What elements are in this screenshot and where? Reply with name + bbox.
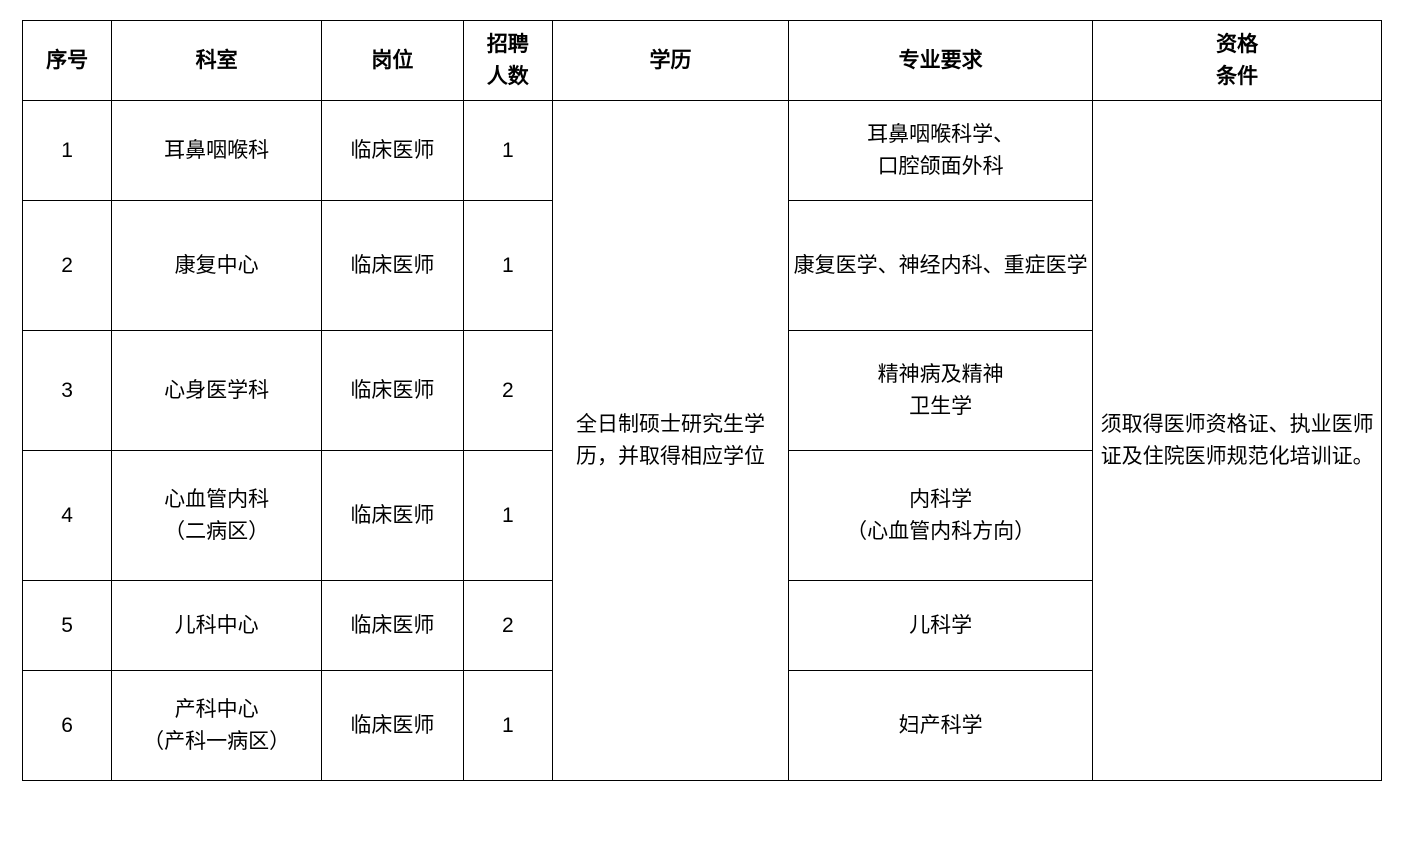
recruitment-table: 序号 科室 岗位 招聘人数 学历 专业要求 资格条件 1 耳鼻咽喉科 临床医师 … — [22, 20, 1382, 781]
header-major: 专业要求 — [789, 21, 1093, 101]
cell-dept: 耳鼻咽喉科 — [112, 101, 322, 201]
cell-position: 临床医师 — [322, 331, 464, 451]
cell-count: 1 — [463, 201, 552, 331]
cell-major: 耳鼻咽喉科学、口腔颌面外科 — [789, 101, 1093, 201]
cell-dept: 康复中心 — [112, 201, 322, 331]
header-row: 序号 科室 岗位 招聘人数 学历 专业要求 资格条件 — [23, 21, 1382, 101]
cell-position: 临床医师 — [322, 101, 464, 201]
cell-count: 1 — [463, 451, 552, 581]
cell-dept: 儿科中心 — [112, 581, 322, 671]
cell-position: 临床医师 — [322, 451, 464, 581]
header-seq: 序号 — [23, 21, 112, 101]
cell-position: 临床医师 — [322, 671, 464, 781]
cell-major: 妇产科学 — [789, 671, 1093, 781]
header-dept: 科室 — [112, 21, 322, 101]
table-header: 序号 科室 岗位 招聘人数 学历 专业要求 资格条件 — [23, 21, 1382, 101]
header-qual: 资格条件 — [1093, 21, 1382, 101]
cell-seq: 6 — [23, 671, 112, 781]
cell-major: 康复医学、神经内科、重症医学 — [789, 201, 1093, 331]
table-body: 1 耳鼻咽喉科 临床医师 1 全日制硕士研究生学历，并取得相应学位 耳鼻咽喉科学… — [23, 101, 1382, 781]
cell-seq: 5 — [23, 581, 112, 671]
cell-count: 2 — [463, 331, 552, 451]
cell-qual-merged: 须取得医师资格证、执业医师证及住院医师规范化培训证。 — [1093, 101, 1382, 781]
cell-dept: 心血管内科（二病区） — [112, 451, 322, 581]
table-row: 1 耳鼻咽喉科 临床医师 1 全日制硕士研究生学历，并取得相应学位 耳鼻咽喉科学… — [23, 101, 1382, 201]
cell-position: 临床医师 — [322, 201, 464, 331]
header-position: 岗位 — [322, 21, 464, 101]
cell-major: 儿科学 — [789, 581, 1093, 671]
cell-dept: 产科中心（产科一病区） — [112, 671, 322, 781]
header-edu: 学历 — [552, 21, 788, 101]
cell-seq: 3 — [23, 331, 112, 451]
cell-edu-merged: 全日制硕士研究生学历，并取得相应学位 — [552, 101, 788, 781]
cell-dept: 心身医学科 — [112, 331, 322, 451]
cell-seq: 4 — [23, 451, 112, 581]
cell-count: 1 — [463, 671, 552, 781]
cell-seq: 1 — [23, 101, 112, 201]
cell-position: 临床医师 — [322, 581, 464, 671]
cell-major: 内科学（心血管内科方向） — [789, 451, 1093, 581]
cell-count: 2 — [463, 581, 552, 671]
cell-major: 精神病及精神卫生学 — [789, 331, 1093, 451]
cell-count: 1 — [463, 101, 552, 201]
cell-seq: 2 — [23, 201, 112, 331]
header-count: 招聘人数 — [463, 21, 552, 101]
